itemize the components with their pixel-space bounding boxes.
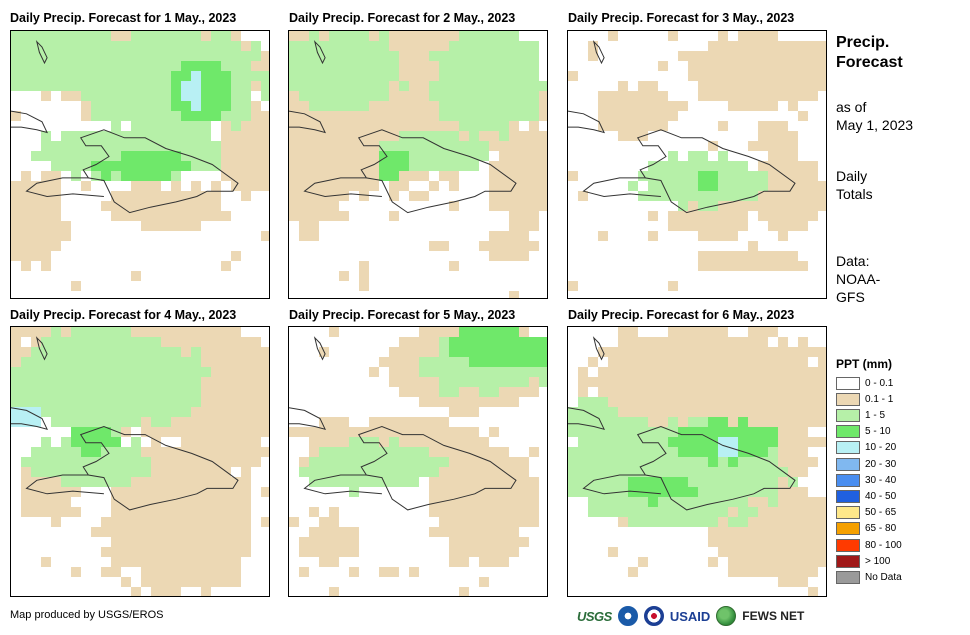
legend-swatch: [836, 522, 860, 536]
legend-label: 20 - 30: [865, 458, 897, 470]
panel-title-1: Daily Precip. Forecast for 1 May., 2023: [10, 11, 237, 25]
legend-row: 40 - 50: [836, 489, 896, 503]
map-credit: Map produced by USGS/EROS: [10, 609, 164, 621]
sidebar-title-line1: Precip.: [836, 34, 890, 51]
legend-label: 80 - 100: [865, 539, 902, 551]
legend-swatch: [836, 506, 860, 520]
legend-swatch: [836, 441, 860, 455]
fews-net-logo: FEWS NET: [742, 609, 805, 623]
panel-title-2: Daily Precip. Forecast for 2 May., 2023: [289, 11, 516, 25]
panel-title-4: Daily Precip. Forecast for 4 May., 2023: [10, 308, 237, 322]
sidebar-title: Precip. Forecast: [836, 33, 903, 73]
legend-label: No Data: [865, 571, 902, 583]
noaa-logo-icon: [617, 606, 638, 626]
legend-swatch: [836, 554, 860, 568]
legend-row: 10 - 20: [836, 441, 896, 455]
usgs-logo: USGS: [577, 608, 612, 624]
legend-label: 0.1 - 1: [865, 393, 894, 405]
map-graphic-2: [289, 31, 547, 298]
forecast-map-6: [567, 326, 827, 597]
map-graphic-6: [568, 327, 826, 596]
sidebar-data-source: Data: NOAA- GFS: [836, 252, 880, 306]
forecast-map-5: [288, 326, 548, 597]
legend-label: 1 - 5: [865, 409, 886, 421]
logo-strip: USGS USAID FEWS NET: [577, 604, 804, 628]
fews-net-globe-icon: [716, 606, 737, 626]
legend-swatch: [836, 376, 860, 390]
forecast-map-1: [10, 30, 270, 299]
legend-row: No Data: [836, 570, 902, 584]
legend-swatch: [836, 538, 860, 552]
sidebar-asof: as of May 1, 2023: [836, 98, 913, 134]
legend-row: 0 - 0.1: [836, 376, 893, 390]
legend-label: 5 - 10: [865, 426, 891, 438]
panel-title-3: Daily Precip. Forecast for 3 May., 2023: [568, 11, 795, 25]
panel-title-6: Daily Precip. Forecast for 6 May., 2023: [568, 308, 795, 322]
legend-row: 50 - 65: [836, 506, 896, 520]
legend-row: 5 - 10: [836, 425, 891, 439]
legend-label: 30 - 40: [865, 474, 897, 486]
legend-swatch: [836, 408, 860, 422]
legend-label: 0 - 0.1: [865, 377, 894, 389]
sidebar-daily-line1: Daily: [836, 168, 868, 184]
legend-swatch: [836, 570, 860, 584]
legend-row: 65 - 80: [836, 522, 896, 536]
legend-row: 30 - 40: [836, 473, 896, 487]
legend-label: 50 - 65: [865, 507, 897, 519]
legend-row: 20 - 30: [836, 457, 896, 471]
map-graphic-5: [289, 327, 547, 596]
legend-row: 0.1 - 1: [836, 392, 893, 406]
legend-row: 1 - 5: [836, 408, 885, 422]
forecast-map-2: [288, 30, 548, 299]
legend-swatch: [836, 425, 860, 439]
legend-label: 65 - 80: [865, 523, 897, 535]
sidebar-data-line1: Data:: [836, 253, 870, 269]
usaid-seal-icon: [643, 606, 664, 626]
sidebar-asof-line2: May 1, 2023: [836, 117, 914, 133]
legend-swatch: [836, 473, 860, 487]
sidebar-daily: Daily Totals: [836, 167, 873, 203]
map-graphic-3: [568, 31, 826, 291]
legend-title: PPT (mm): [836, 357, 893, 371]
legend-swatch: [836, 489, 860, 503]
legend-swatch: [836, 392, 860, 406]
legend-label: 40 - 50: [865, 490, 897, 502]
usaid-logo: USAID: [669, 608, 711, 624]
legend-swatch: [836, 457, 860, 471]
sidebar-asof-line1: as of: [836, 99, 867, 115]
map-graphic-4: [11, 327, 269, 596]
legend-label: > 100: [865, 555, 891, 567]
sidebar-data-line3: GFS: [836, 289, 865, 305]
legend-label: 10 - 20: [865, 442, 897, 454]
sidebar-daily-line2: Totals: [836, 186, 873, 202]
forecast-map-3: [567, 30, 827, 299]
forecast-map-4: [10, 326, 270, 597]
map-graphic-1: [11, 31, 269, 291]
legend-row: 80 - 100: [836, 538, 902, 552]
legend-row: > 100: [836, 554, 890, 568]
panel-title-5: Daily Precip. Forecast for 5 May., 2023: [289, 308, 516, 322]
sidebar-title-line2: Forecast: [836, 54, 903, 71]
sidebar-data-line2: NOAA-: [836, 271, 881, 287]
